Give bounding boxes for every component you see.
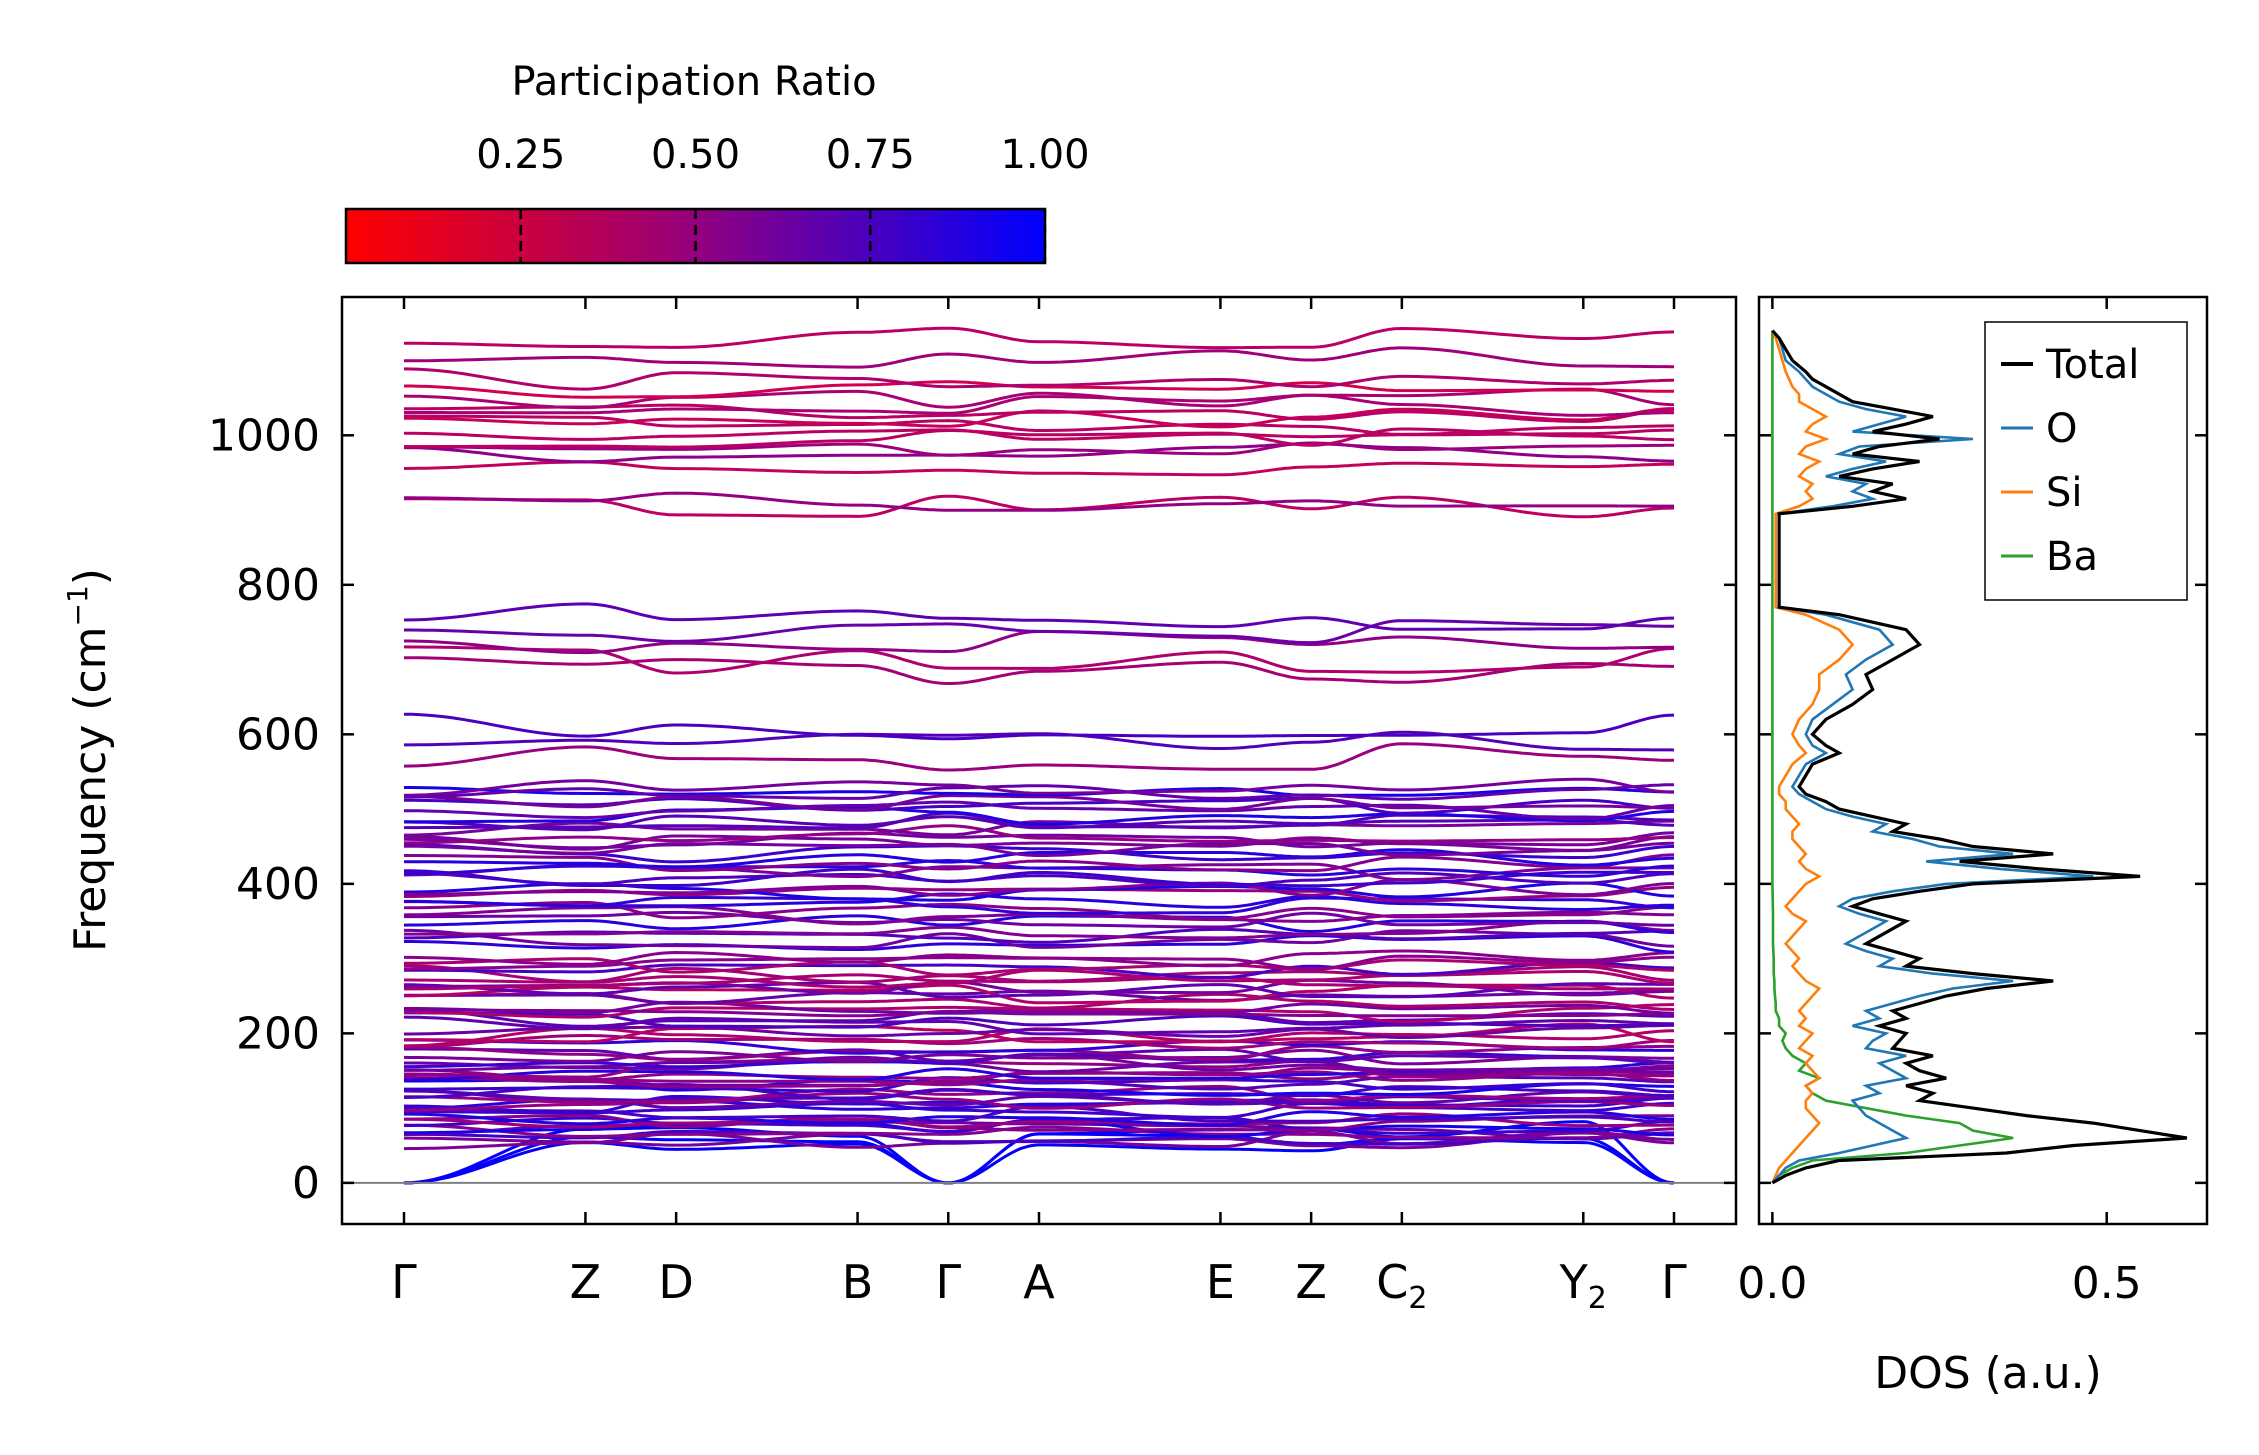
y-tick-label: 0 bbox=[292, 1158, 320, 1209]
band-line-low-frequency bbox=[404, 1076, 1674, 1094]
band-line-stretching-high bbox=[404, 326, 1675, 350]
legend-label-o: O bbox=[2046, 406, 2077, 452]
colorbar-tick-label: 0.75 bbox=[826, 132, 915, 178]
band-line-stretching-low bbox=[404, 491, 1674, 512]
band-line-low-frequency bbox=[404, 1110, 1674, 1127]
y-tick-label: 200 bbox=[236, 1008, 320, 1059]
dos-panel: 0.0 0.5 DOS (a.u.) Total O Si Ba bbox=[1737, 295, 2209, 1399]
dos-x-tick-label: 0.0 bbox=[1737, 1258, 1807, 1309]
band-line-low-frequency bbox=[403, 1048, 1674, 1066]
band-line-mid bbox=[404, 901, 1675, 921]
band-line-mid-low bbox=[403, 957, 1674, 977]
y-axis-label-main: Frequency (cm bbox=[65, 626, 116, 952]
band-line-mid bbox=[404, 867, 1674, 888]
band-panel: 0 200 400 600 800 1000 Γ Z D B Γ A E Z C2 Y2 Γ Frequenc… bbox=[61, 295, 2207, 1316]
band-line-acoustic bbox=[403, 1136, 1675, 1185]
high-symmetry-label: Z bbox=[570, 1255, 602, 1309]
band-line-mid-low bbox=[404, 1023, 1674, 1039]
band-line-mid-low bbox=[404, 1000, 1675, 1015]
band-line-mid bbox=[404, 919, 1674, 940]
dos-line-o bbox=[1771, 329, 2094, 1184]
high-symmetry-label: Γ bbox=[1661, 1255, 1687, 1309]
high-symmetry-label: Z bbox=[1295, 1255, 1327, 1309]
band-line-mid-low bbox=[403, 964, 1674, 984]
colorbar-tick-label: 1.00 bbox=[1000, 132, 1089, 178]
band-line-stretching-high bbox=[403, 367, 1674, 391]
band-line-low-frequency bbox=[403, 1116, 1674, 1135]
band-line-bending bbox=[403, 742, 1674, 772]
band-line-stretching-high bbox=[404, 393, 1674, 417]
band-line-stretching-low bbox=[403, 460, 1675, 477]
high-symmetry-label: Y2 bbox=[1559, 1255, 1607, 1316]
legend-frame bbox=[1984, 321, 2188, 601]
band-line-stretching-high bbox=[404, 380, 1674, 399]
band-line-low-frequency bbox=[404, 1084, 1674, 1104]
band-line-low-frequency bbox=[404, 1055, 1674, 1076]
band-line-mid bbox=[403, 824, 1674, 845]
legend-label-si: Si bbox=[2046, 470, 2083, 516]
dos-axes-frame bbox=[1757, 295, 2209, 1226]
band-line-stretching-low bbox=[404, 427, 1675, 449]
colorbar-tick-label: 0.25 bbox=[476, 132, 565, 178]
band-line-mid-low bbox=[404, 1022, 1674, 1044]
colorbar-label: Participation Ratio bbox=[511, 59, 876, 105]
band-line-bending bbox=[404, 656, 1674, 685]
band-line-low-frequency bbox=[403, 1123, 1674, 1140]
y-tick-label: 800 bbox=[236, 560, 320, 611]
dos-x-axis-label: DOS (a.u.) bbox=[1874, 1348, 2102, 1399]
band-line-mid bbox=[403, 831, 1675, 850]
band-line-bending bbox=[403, 645, 1675, 675]
band-line-stretching-high bbox=[404, 414, 1674, 436]
dos-x-tick-label: 0.5 bbox=[2072, 1258, 2142, 1309]
dos-line-ba bbox=[1771, 330, 2014, 1184]
band-line-stretching-high bbox=[404, 403, 1675, 424]
band-line-low-frequency bbox=[404, 1130, 1674, 1146]
high-symmetry-label: Γ bbox=[391, 1255, 417, 1309]
band-line-mid bbox=[404, 892, 1674, 911]
colorbar-tick-label: 0.50 bbox=[651, 132, 740, 178]
band-line-bending bbox=[404, 619, 1674, 645]
band-line-stretching-high bbox=[404, 428, 1674, 441]
high-symmetry-label: E bbox=[1206, 1255, 1235, 1309]
band-line-mid bbox=[404, 794, 1674, 812]
legend: Total O Si Ba bbox=[1984, 321, 2188, 601]
high-symmetry-label: Γ bbox=[935, 1255, 961, 1309]
high-symmetry-label: B bbox=[842, 1255, 874, 1309]
band-line-low-frequency bbox=[404, 1101, 1675, 1119]
band-line-mid bbox=[403, 914, 1674, 934]
band-line-mid bbox=[404, 878, 1674, 897]
band-line-bending bbox=[403, 602, 1674, 631]
band-line-mid bbox=[404, 783, 1675, 801]
y-axis-label-sup: −1 bbox=[61, 585, 94, 626]
y-tick-label: 400 bbox=[236, 859, 320, 910]
band-line-mid-low bbox=[404, 980, 1674, 999]
band-line-stretching-high bbox=[403, 387, 1675, 410]
colorbar: Participation Ratio 0.25 0.50 0.75 1.00 bbox=[344, 59, 1090, 265]
y-tick-label: 1000 bbox=[208, 410, 320, 461]
band-line-mid-low bbox=[403, 1034, 1674, 1050]
y-tick-label: 600 bbox=[236, 709, 320, 760]
band-line-stretching-low bbox=[404, 441, 1674, 457]
high-symmetry-label: D bbox=[658, 1255, 693, 1309]
dos-line-total bbox=[1771, 329, 2188, 1185]
band-line-mid-low bbox=[404, 949, 1674, 968]
high-symmetry-label: A bbox=[1023, 1255, 1055, 1309]
legend-label-total: Total bbox=[2045, 342, 2139, 388]
band-line-stretching-high bbox=[404, 346, 1674, 369]
legend-label-ba: Ba bbox=[2046, 534, 2098, 580]
y-axis-label-close: ) bbox=[65, 568, 116, 585]
band-line-mid-low bbox=[404, 1008, 1675, 1018]
y-axis-label: Frequency (cm−1) bbox=[61, 568, 116, 952]
band-line-bending bbox=[403, 712, 1675, 741]
band-line-mid bbox=[404, 777, 1675, 797]
high-symmetry-label: C2 bbox=[1376, 1255, 1427, 1316]
band-line-mid-low bbox=[404, 961, 1674, 980]
dos-line-si bbox=[1771, 330, 1855, 1184]
